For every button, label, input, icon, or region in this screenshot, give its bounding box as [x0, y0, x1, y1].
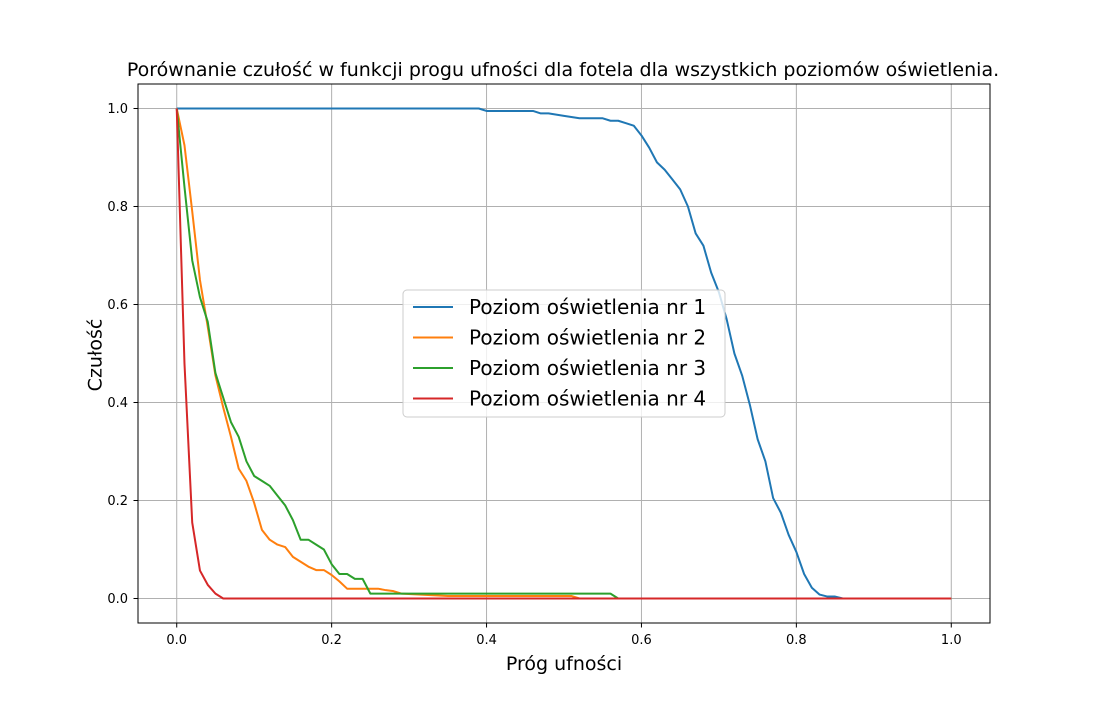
plot-area-frame	[137, 83, 991, 624]
legend: Poziom oświetlenia nr 1 Poziom oświetleni…	[402, 289, 726, 418]
x-tick-label: 0.2	[321, 633, 342, 648]
legend-entry: Poziom oświetlenia nr 1	[413, 295, 706, 319]
y-axis-label: Czułość	[85, 319, 107, 392]
x-axis-label: Próg ufności	[506, 653, 622, 675]
y-tick-label: 0.2	[107, 494, 128, 509]
series-line-2	[175, 108, 952, 600]
legend-entry: Poziom oświetlenia nr 2	[413, 326, 706, 350]
legend-label: Poziom oświetlenia nr 4	[469, 387, 706, 411]
legend-entry: Poziom oświetlenia nr 3	[413, 356, 706, 380]
axis-ticks: 0.0 0.2 0.4 0.6 0.8 1.0 0.0 0.2 0.4 0.6 0.8 1.0	[107, 102, 961, 648]
series-line-3	[175, 108, 952, 600]
legend-box	[402, 289, 726, 418]
series-line-1	[176, 107, 952, 600]
legend-label: Poziom oświetlenia nr 2	[469, 326, 706, 350]
x-tick-label: 0.8	[786, 633, 807, 648]
series-line-4	[175, 108, 952, 600]
y-tick-label: 1.0	[107, 102, 128, 117]
x-tick-label: 1.0	[941, 633, 962, 648]
legend-label: Poziom oświetlenia nr 3	[469, 356, 706, 380]
x-tick-label: 0.0	[166, 633, 187, 648]
y-tick-label: 0.4	[107, 396, 128, 411]
legend-entry: Poziom oświetlenia nr 4	[413, 387, 706, 411]
chart-title: Porównanie czułość w funkcji progu ufnoś…	[127, 59, 999, 81]
y-tick-label: 0.6	[107, 298, 128, 313]
legend-label: Poziom oświetlenia nr 1	[469, 295, 706, 319]
series-lines	[175, 107, 952, 600]
y-tick-label: 0.0	[107, 592, 128, 607]
x-tick-label: 0.4	[476, 633, 497, 648]
y-tick-label: 0.8	[107, 200, 128, 215]
x-tick-label: 0.6	[631, 633, 652, 648]
